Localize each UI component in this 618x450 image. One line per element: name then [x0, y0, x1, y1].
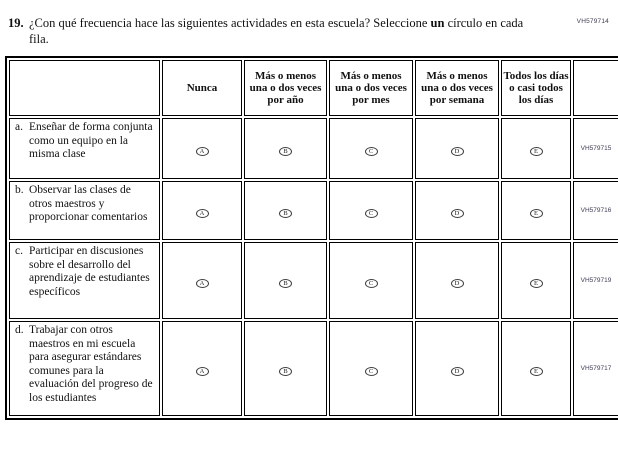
row-letter-d: d. [15, 324, 24, 336]
radio-row-b-option-e[interactable]: E [529, 208, 543, 218]
column-header-por-semana: Más o menos una o dos veces por semana [415, 60, 499, 116]
row-letter-b: b. [15, 184, 24, 196]
radio-row-b-option-b[interactable]: B [279, 208, 292, 218]
radio-row-d-option-e[interactable]: E [529, 366, 543, 376]
option-cell: B [244, 242, 327, 319]
column-header-todos-los-dias: Todos los días o casi todos los días [501, 60, 571, 116]
row-text-a: Enseñar de forma conjunta como un equipo… [29, 121, 153, 161]
option-cell: A [162, 321, 242, 416]
radio-row-b-option-a[interactable]: A [195, 208, 209, 218]
row-letter-a: a. [15, 121, 23, 133]
question-text: ¿Con qué frecuencia hace las siguientes … [29, 15, 541, 47]
row-label-d: d. Trabajar con otros maestros en mi esc… [9, 321, 160, 416]
row-label-b: b. Observar las clases de otros maestros… [9, 181, 160, 240]
table-row-b: b. Observar las clases de otros maestros… [9, 181, 618, 240]
radio-row-b-option-c[interactable]: C [364, 208, 378, 218]
radio-row-c-option-a[interactable]: A [195, 278, 209, 288]
option-cell: B [244, 321, 327, 416]
option-cell: D [415, 118, 499, 179]
radio-row-a-option-b[interactable]: B [279, 146, 292, 156]
option-cell: D [415, 181, 499, 240]
corner-cell [9, 60, 160, 116]
option-cell: C [329, 242, 413, 319]
row-code-b: VH579716 [573, 181, 618, 240]
option-cell: E [501, 321, 571, 416]
option-cell: A [162, 118, 242, 179]
row-code-d: VH579717 [573, 321, 618, 416]
radio-row-c-option-c[interactable]: C [364, 278, 378, 288]
radio-row-c-option-d[interactable]: D [450, 278, 464, 288]
row-letter-c: c. [15, 245, 23, 257]
option-cell: E [501, 118, 571, 179]
row-label-a: a. Enseñar de forma conjunta como un equ… [9, 118, 160, 179]
page-id-code: VH579714 [576, 18, 609, 25]
question: 19. ¿Con qué frecuencia hace las siguien… [8, 15, 610, 47]
frequency-table: Nunca Más o menos una o dos veces por añ… [5, 56, 618, 420]
radio-row-b-option-d[interactable]: D [450, 208, 464, 218]
option-cell: E [501, 242, 571, 319]
radio-row-c-option-b[interactable]: B [279, 278, 292, 288]
radio-row-d-option-b[interactable]: B [279, 366, 292, 376]
table-row-a: a. Enseñar de forma conjunta como un equ… [9, 118, 618, 179]
radio-row-d-option-c[interactable]: C [364, 366, 378, 376]
radio-row-d-option-d[interactable]: D [450, 366, 464, 376]
header-row: Nunca Más o menos una o dos veces por añ… [9, 60, 618, 116]
code-column-header [573, 60, 618, 116]
table-row-d: d. Trabajar con otros maestros en mi esc… [9, 321, 618, 416]
option-cell: A [162, 242, 242, 319]
option-cell: D [415, 321, 499, 416]
column-header-nunca: Nunca [162, 60, 242, 116]
option-cell: C [329, 181, 413, 240]
option-cell: C [329, 118, 413, 179]
column-header-por-ano: Más o menos una o dos veces por año [244, 60, 327, 116]
radio-row-d-option-a[interactable]: A [195, 366, 209, 376]
row-label-c: c. Participar en discusiones sobre el de… [9, 242, 160, 319]
radio-row-a-option-e[interactable]: E [529, 146, 543, 156]
question-text-lead: ¿Con qué frecuencia hace las siguientes … [29, 16, 431, 30]
question-text-tail: círculo en cada fila. [29, 16, 524, 46]
option-cell: D [415, 242, 499, 319]
option-cell: B [244, 118, 327, 179]
question-number: 19. [8, 16, 24, 30]
radio-row-a-option-c[interactable]: C [364, 146, 378, 156]
option-cell: B [244, 181, 327, 240]
row-code-c: VH579719 [573, 242, 618, 319]
question-text-bold: un [430, 16, 445, 30]
row-text-d: Trabajar con otros maestros en mi escuel… [29, 324, 153, 404]
table-row-c: c. Participar en discusiones sobre el de… [9, 242, 618, 319]
radio-row-a-option-d[interactable]: D [450, 146, 464, 156]
radio-row-a-option-a[interactable]: A [195, 146, 209, 156]
option-cell: E [501, 181, 571, 240]
row-code-a: VH579715 [573, 118, 618, 179]
row-text-b: Observar las clases de otros maestros y … [29, 184, 148, 224]
radio-row-c-option-e[interactable]: E [529, 278, 543, 288]
column-header-por-mes: Más o menos una o dos veces por mes [329, 60, 413, 116]
option-cell: A [162, 181, 242, 240]
option-cell: C [329, 321, 413, 416]
row-text-c: Participar en discusiones sobre el desar… [29, 245, 150, 298]
